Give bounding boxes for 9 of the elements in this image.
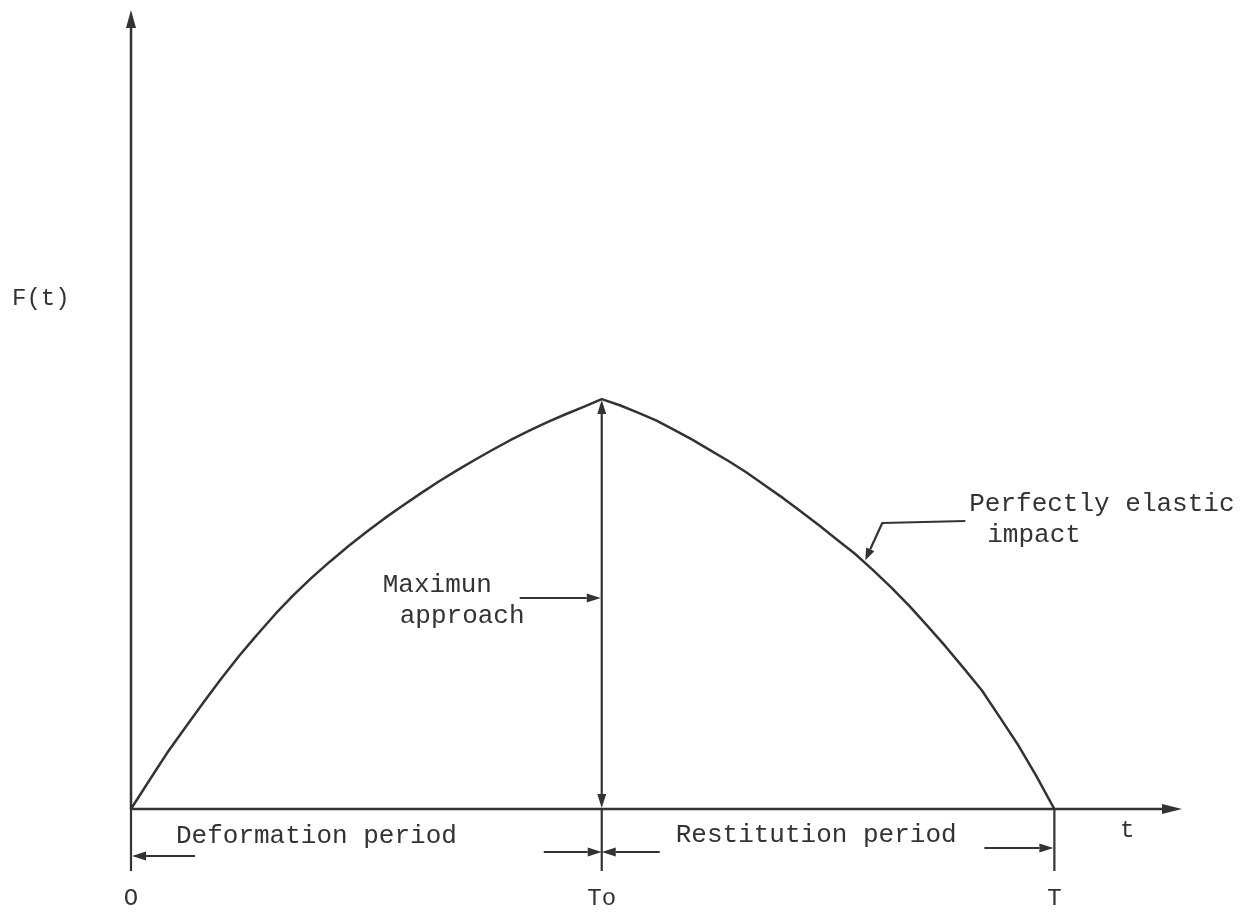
x-tick-label: O (123, 885, 139, 912)
x-tick-label: To (587, 885, 617, 912)
text: Deformation period (176, 821, 457, 851)
x-tick-label: T (1047, 885, 1062, 912)
y-axis-title: F(t) (12, 285, 70, 312)
annotation: Maximun approach (382, 570, 525, 631)
legend-label: Perfectly elastic impact (969, 489, 1235, 550)
x-axis-title: t (1120, 817, 1135, 844)
text: Restitution period (675, 820, 957, 850)
